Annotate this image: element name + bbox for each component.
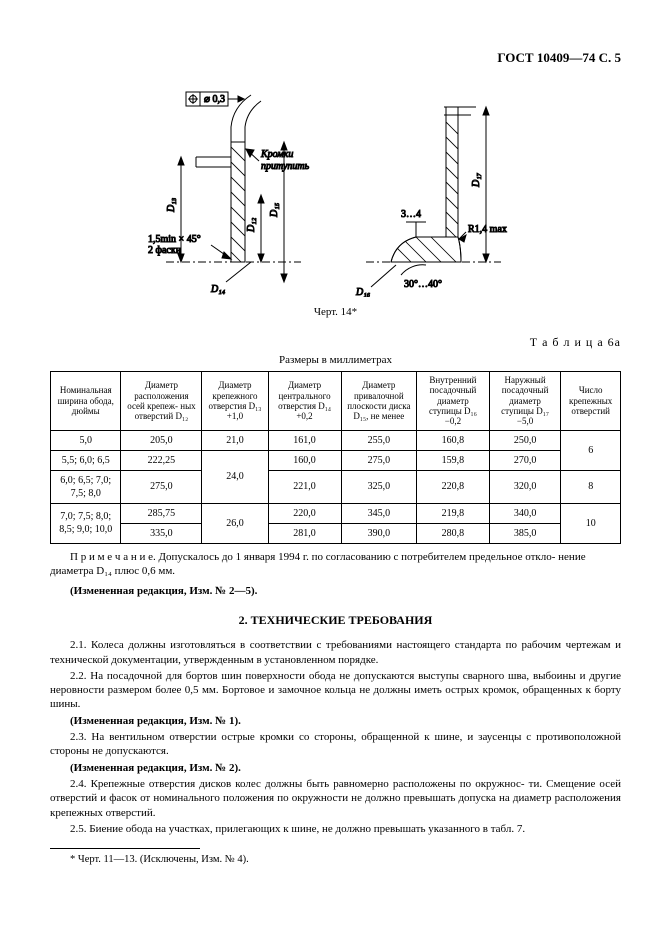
svg-text:D₁₅: D₁₅	[269, 202, 280, 218]
svg-text:30°…40°: 30°…40°	[404, 279, 442, 290]
th-7: Число крепежных отверстий	[561, 372, 621, 431]
amendment-note-3: (Измененная редакция, Изм. № 2).	[50, 761, 621, 775]
svg-text:R1,4 max: R1,4 max	[468, 224, 507, 235]
svg-text:3…4: 3…4	[401, 209, 421, 220]
footnote: * Черт. 11—13. (Исключены, Изм. № 4).	[50, 853, 621, 867]
th-5: Внутренний посадочный диаметр ступицы D₁…	[417, 372, 490, 431]
th-4: Диаметр привалочной плоскости диска D₁₅,…	[341, 372, 417, 431]
table-row: 7,0; 7,5; 8,0; 8,5; 9,0; 10,0 285,75 26,…	[51, 503, 621, 523]
table-label: Т а б л и ц а 6а	[50, 335, 621, 351]
svg-text:притупить: притупить	[261, 161, 310, 172]
svg-text:D₁₇: D₁₇	[471, 172, 482, 188]
page-header: ГОСТ 10409—74 С. 5	[50, 50, 621, 67]
th-0: Номинальная ширина обода, дюймы	[51, 372, 121, 431]
table-row: 335,0 281,0 390,0 280,8 385,0	[51, 523, 621, 543]
svg-text:D₁₄: D₁₄	[210, 284, 226, 295]
amendment-note-2: (Измененная редакция, Изм. № 1).	[50, 714, 621, 728]
table-row: 5,5; 6,0; 6,5 222,25 24,0 160,0 275,0 15…	[51, 450, 621, 470]
svg-text:D₁₃: D₁₃	[166, 197, 177, 213]
th-6: Наружный посадочный диаметр ступицы D₁₇ …	[489, 372, 561, 431]
technical-drawing: ⌀ 0,3 1,5min × 45° 2 фаски Кромки притуп…	[126, 87, 546, 297]
amendment-note-1: (Измененная редакция, Изм. № 2—5).	[50, 584, 621, 598]
footnote-separator	[50, 848, 200, 849]
th-1: Диаметр расположения осей крепеж- ных от…	[121, 372, 202, 431]
table-row: 5,0 205,0 21,0 161,0 255,0 160,8 250,0 6	[51, 430, 621, 450]
para-2-2: 2.2. На посадочной для бортов шин поверх…	[50, 669, 621, 712]
svg-text:Кромки: Кромки	[260, 149, 293, 160]
svg-text:1,5min × 45°: 1,5min × 45°	[148, 234, 201, 245]
table-note: П р и м е ч а н и е. Допускалось до 1 ян…	[50, 550, 621, 579]
para-2-3: 2.3. На вентильном отверстии острые кром…	[50, 730, 621, 759]
th-2: Диаметр крепежного отверстия D₁₃ +1,0	[202, 372, 268, 431]
para-2-5: 2.5. Биение обода на участках, прилегающ…	[50, 822, 621, 836]
svg-text:2 фаски: 2 фаски	[148, 245, 182, 256]
svg-text:D₁₂: D₁₂	[246, 217, 257, 233]
figure-caption: Черт. 14*	[50, 305, 621, 319]
para-2-4: 2.4. Крепежные отверстия дисков колес до…	[50, 777, 621, 820]
section-title: 2. ТЕХНИЧЕСКИЕ ТРЕБОВАНИЯ	[50, 613, 621, 629]
th-3: Диаметр центрального отверстия D₁₄ +0,2	[268, 372, 341, 431]
para-2-1: 2.1. Колеса должны изготовляться в соотв…	[50, 638, 621, 667]
dimensions-table: Номинальная ширина обода, дюймы Диаметр …	[50, 371, 621, 544]
svg-text:D₁₆: D₁₆	[355, 287, 371, 297]
table-subtitle: Размеры в миллиметрах	[50, 353, 621, 367]
svg-text:⌀ 0,3: ⌀ 0,3	[204, 94, 225, 105]
table-row: 6,0; 6,5; 7,0; 7,5; 8,0 275,0 221,0 325,…	[51, 470, 621, 503]
